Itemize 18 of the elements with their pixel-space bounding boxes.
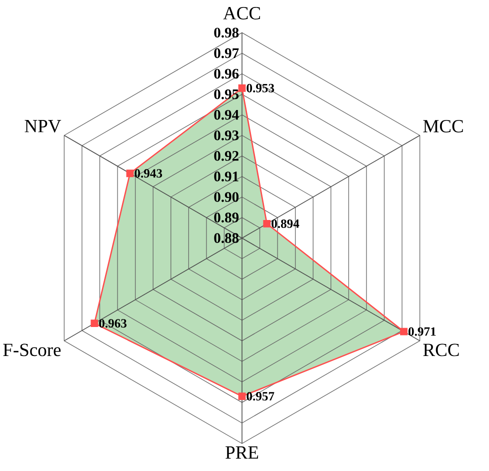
- y-tick-label: 0.97: [214, 48, 239, 58]
- y-tick-label: 0.98: [214, 28, 239, 38]
- y-tick-label: 0.92: [214, 150, 238, 161]
- spoke-label: PRE: [226, 446, 258, 458]
- y-tick-label: 0.93: [214, 130, 239, 140]
- spoke-label: ACC: [223, 6, 260, 20]
- spoke-label: NPV: [24, 120, 62, 132]
- spoke-label: F-Score: [3, 344, 61, 356]
- data-label: 0.943: [134, 168, 162, 178]
- spoke-label: MCC: [423, 120, 463, 132]
- y-tick-label: 0.91: [214, 171, 238, 182]
- y-tick-label: 0.88: [214, 233, 239, 243]
- y-tick-label: 0.90: [214, 192, 239, 202]
- data-label: 0.963: [99, 318, 126, 328]
- y-tick-label: 0.94: [214, 110, 239, 120]
- y-tick-label: 0.89: [214, 212, 239, 222]
- y-tick-label: 0.96: [214, 68, 239, 79]
- spoke-label: RCC: [423, 344, 459, 356]
